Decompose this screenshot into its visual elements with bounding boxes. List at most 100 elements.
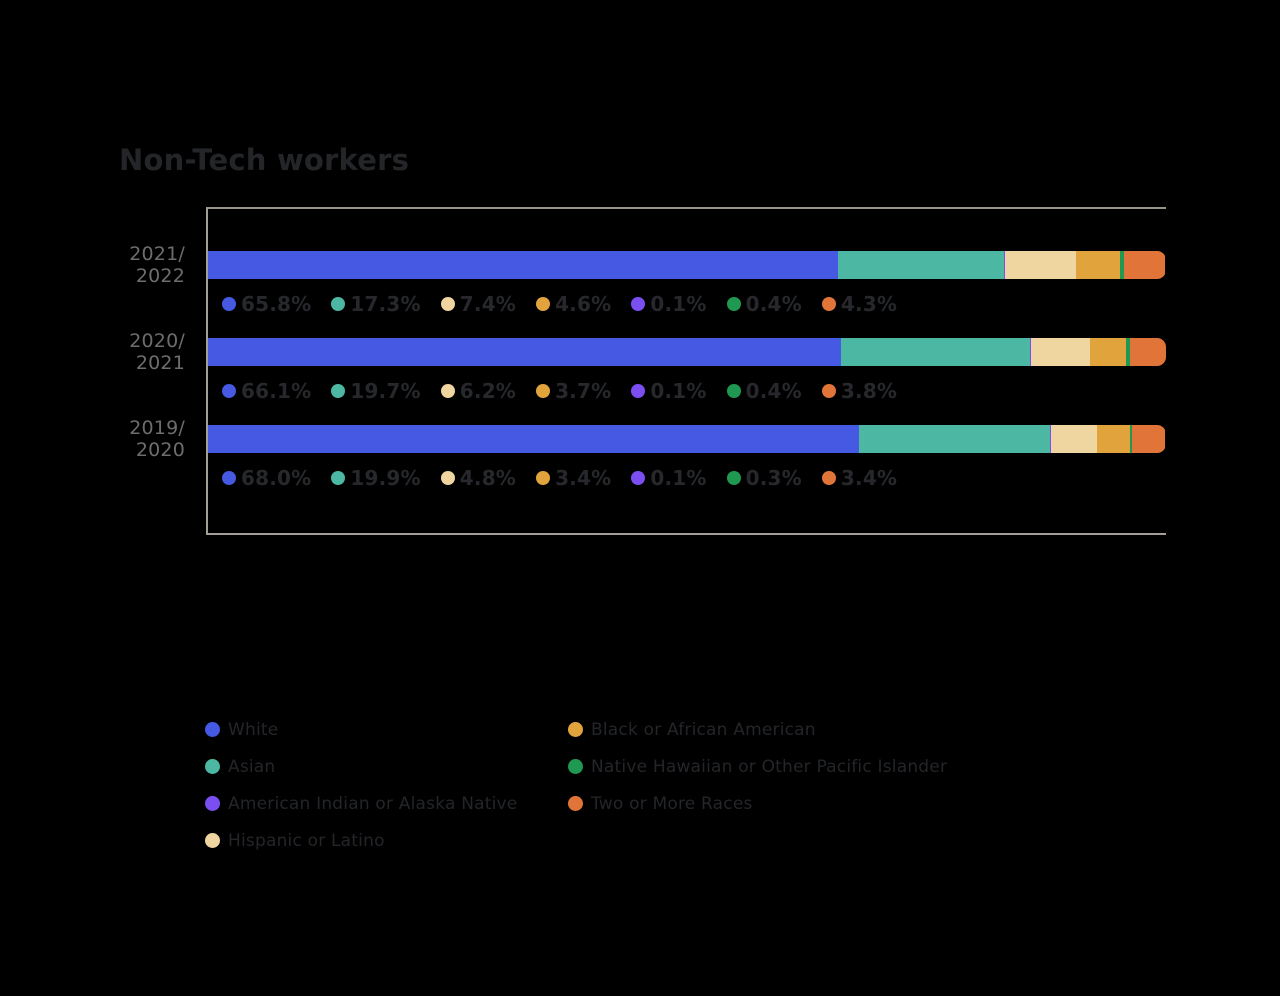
asian-dot-icon: [331, 297, 346, 311]
bar-segment-american-indian-or-alaska-native: [1004, 251, 1006, 279]
black-or-african-american-dot-icon: [536, 384, 551, 398]
bar-segment-black-or-african-american: [1097, 425, 1130, 453]
value-label-text: 7.4%: [459, 292, 517, 316]
american-indian-or-alaska-native-dot-icon: [631, 297, 646, 311]
value-label-text: 65.8%: [241, 292, 312, 316]
bar-segment-american-indian-or-alaska-native: [1029, 338, 1031, 366]
plot-area: 65.8% 17.3% 7.4% 4.6% 0.1% 0.4% 4.3%: [206, 207, 1166, 535]
category-label-2021-2022: 2021/ 2022: [85, 243, 185, 287]
legend-column-right: Black or African American Native Hawaiia…: [568, 719, 947, 870]
value-label: 0.4%: [726, 292, 802, 316]
black-or-african-american-dot-icon: [536, 471, 551, 485]
legend-item-native-hawaiian-or-other-pacific-islander: Native Hawaiian or Other Pacific Islande…: [568, 757, 947, 777]
value-label: 0.1%: [631, 466, 706, 490]
value-label: 68.0%: [222, 466, 311, 490]
value-label: 4.8%: [440, 466, 517, 490]
legend-item-white: White: [205, 719, 568, 740]
value-labels-2020-2021: 66.1% 19.7% 6.2% 3.7% 0.1% 0.4% 3.8%: [208, 379, 1166, 403]
two-or-more-races-dot-icon: [821, 384, 836, 398]
bar-segment-white: [208, 338, 842, 366]
white-dot-icon: [205, 722, 220, 737]
value-label-text: 0.3%: [745, 466, 802, 490]
value-labels-2019-2020: 68.0% 19.9% 4.8% 3.4% 0.1% 0.3% 3.4%: [208, 466, 1166, 490]
value-label-text: 3.4%: [840, 466, 898, 490]
bar-segment-two-or-more-races: [1132, 425, 1165, 453]
value-label: 65.8%: [222, 292, 311, 316]
american-indian-or-alaska-native-dot-icon: [631, 384, 646, 398]
legend-label: Two or More Races: [591, 793, 753, 814]
bar-segment-hispanic-or-latino: [1051, 425, 1097, 453]
two-or-more-races-dot-icon: [568, 796, 583, 811]
two-or-more-races-dot-icon: [821, 471, 836, 485]
white-dot-icon: [222, 297, 236, 311]
value-label: 4.6%: [536, 292, 611, 316]
native-hawaiian-or-other-pacific-islander-dot-icon: [726, 384, 741, 398]
value-label: 7.4%: [440, 292, 517, 316]
value-label-text: 66.1%: [241, 379, 312, 403]
category-label-line2: 2021: [135, 352, 185, 374]
value-label: 3.4%: [821, 466, 898, 490]
legend-item-american-indian-or-alaska-native: American Indian or Alaska Native: [205, 793, 568, 814]
legend: White Asian American Indian or Alaska Na…: [205, 719, 947, 870]
white-dot-icon: [222, 384, 236, 398]
asian-dot-icon: [205, 759, 220, 774]
bar-segment-native-hawaiian-or-other-pacific-islander: [1125, 338, 1130, 366]
value-label: 3.8%: [821, 379, 897, 403]
category-label-2020-2021: 2020/ 2021: [85, 330, 185, 374]
hispanic-or-latino-dot-icon: [440, 471, 455, 485]
bar-segment-white: [208, 251, 839, 279]
bar-segment-asian: [859, 425, 1051, 453]
stacked-bar-2021-2022: [208, 251, 1166, 279]
bar-segment-black-or-african-american: [1090, 338, 1126, 366]
value-label: 66.1%: [222, 379, 311, 403]
native-hawaiian-or-other-pacific-islander-dot-icon: [568, 759, 583, 774]
category-label-line1: 2021/: [129, 243, 185, 265]
bar-segment-asian: [841, 338, 1030, 366]
value-label: 19.7%: [331, 379, 421, 403]
value-label: 17.3%: [331, 292, 421, 316]
value-label-text: 19.9%: [350, 466, 421, 490]
american-indian-or-alaska-native-dot-icon: [631, 471, 646, 485]
bar-segment-asian: [838, 251, 1005, 279]
value-label-text: 4.8%: [459, 466, 517, 490]
hispanic-or-latino-dot-icon: [440, 297, 455, 311]
value-label: 0.1%: [631, 292, 706, 316]
value-label-text: 68.0%: [241, 466, 312, 490]
bar-segment-american-indian-or-alaska-native: [1050, 425, 1052, 453]
black-or-african-american-dot-icon: [568, 722, 583, 737]
value-label-text: 3.7%: [555, 379, 612, 403]
value-label-text: 3.4%: [555, 466, 612, 490]
bar-segment-native-hawaiian-or-other-pacific-islander: [1129, 425, 1133, 453]
legend-item-black-or-african-american: Black or African American: [568, 719, 947, 740]
value-label: 0.4%: [726, 379, 802, 403]
legend-item-two-or-more-races: Two or More Races: [568, 793, 947, 814]
value-label: 3.4%: [536, 466, 611, 490]
bar-segment-hispanic-or-latino: [1030, 338, 1091, 366]
value-label: 19.9%: [331, 466, 421, 490]
value-label-text: 17.3%: [350, 292, 421, 316]
value-label-text: 4.6%: [555, 292, 612, 316]
category-label-line1: 2019/: [129, 417, 185, 439]
native-hawaiian-or-other-pacific-islander-dot-icon: [726, 297, 741, 311]
bar-segment-two-or-more-races: [1123, 251, 1165, 279]
value-label-text: 0.1%: [650, 466, 707, 490]
stacked-bar-2019-2020: [208, 425, 1166, 453]
hispanic-or-latino-dot-icon: [440, 384, 455, 398]
value-labels-2021-2022: 65.8% 17.3% 7.4% 4.6% 0.1% 0.4% 4.3%: [208, 292, 1166, 316]
black-or-african-american-dot-icon: [536, 297, 551, 311]
legend-label: Asian: [228, 756, 276, 777]
asian-dot-icon: [331, 471, 346, 485]
value-label-text: 0.1%: [650, 379, 707, 403]
category-label-line2: 2020: [135, 439, 185, 461]
legend-label: Black or African American: [591, 719, 816, 740]
two-or-more-races-dot-icon: [821, 297, 836, 311]
value-label-text: 0.4%: [745, 379, 802, 403]
legend-label: White: [228, 719, 279, 740]
value-label-text: 4.3%: [840, 292, 898, 316]
value-label-text: 0.1%: [650, 292, 707, 316]
legend-label: American Indian or Alaska Native: [228, 793, 518, 814]
value-label: 4.3%: [821, 292, 898, 316]
value-label-text: 0.4%: [745, 292, 802, 316]
page-title: Non-Tech workers: [119, 143, 410, 177]
hispanic-or-latino-dot-icon: [205, 833, 220, 848]
